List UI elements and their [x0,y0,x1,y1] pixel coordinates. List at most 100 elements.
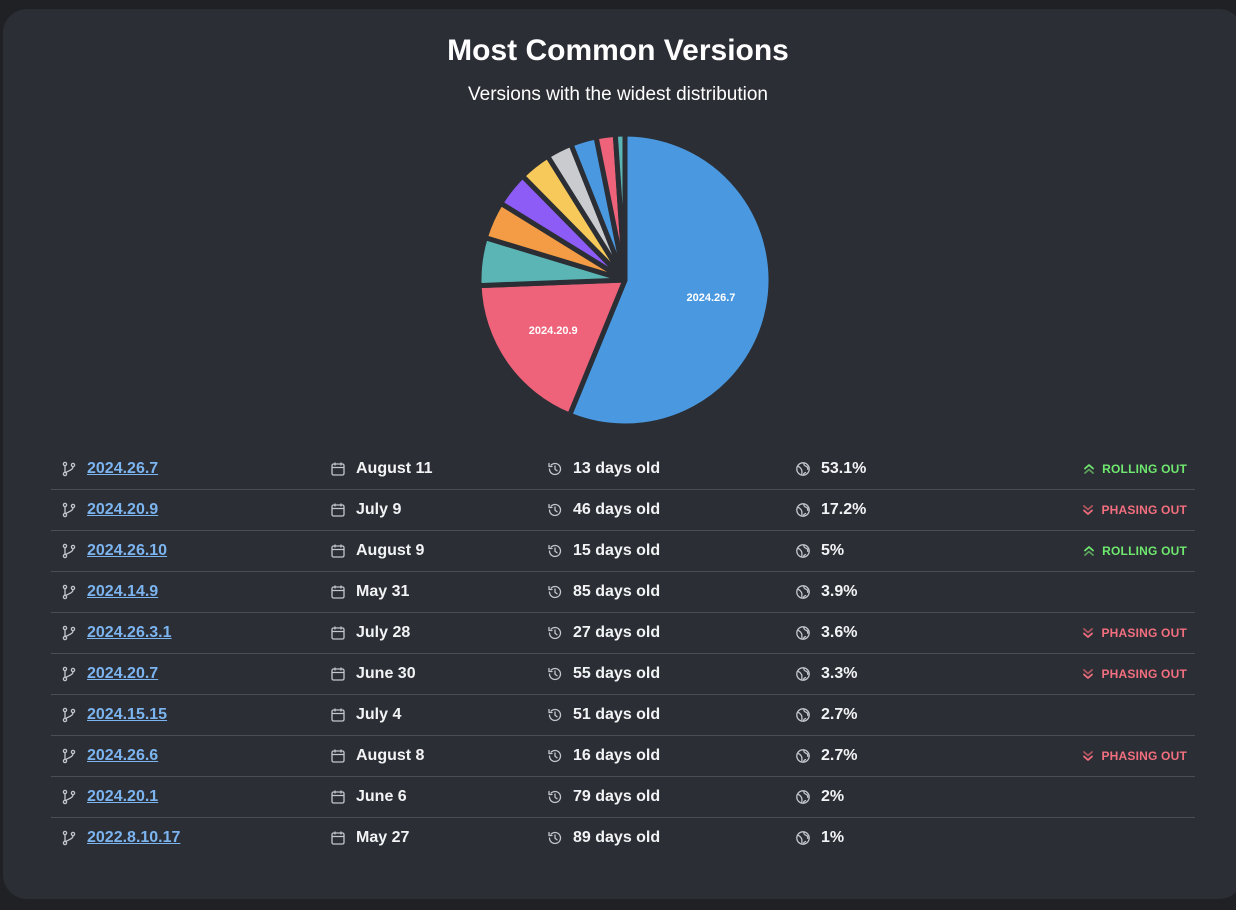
history-icon [547,543,563,559]
table-row: 2024.26.10 August 9 15 days old 5% ROLLI… [51,531,1195,572]
chevrons-down-icon [1081,667,1095,681]
table-row: 2024.20.9 July 9 46 days old 17.2% PHASI… [51,490,1195,531]
calendar-icon [330,461,346,477]
globe-icon [795,666,811,682]
pie-slice-2024-26-7[interactable] [567,131,774,429]
distribution-share: 1% [821,829,845,846]
version-age: 46 days old [573,501,661,518]
history-icon [547,789,563,805]
release-date: July 9 [356,501,402,518]
release-date: May 31 [356,583,410,600]
git-branch-icon [61,666,77,682]
versions-table: 2024.26.7 August 11 13 days old 53.1% RO… [51,449,1195,858]
release-date: May 27 [356,829,410,846]
status-label: PHASING OUT [1101,626,1187,640]
history-icon [547,461,563,477]
version-distribution-pie-chart: 2024.26.7 2024.20.9 [476,131,774,429]
table-row: 2024.15.15 July 4 51 days old 2.7% [51,695,1195,736]
chevrons-up-icon [1082,462,1096,476]
release-date: July 28 [356,624,411,641]
version-link[interactable]: 2024.14.9 [87,583,159,600]
globe-icon [795,789,811,805]
table-row: 2024.20.1 June 6 79 days old 2% [51,777,1195,818]
version-age: 51 days old [573,706,661,723]
git-branch-icon [61,789,77,805]
version-link[interactable]: 2024.20.7 [87,665,159,682]
chevrons-up-icon [1082,544,1096,558]
calendar-icon [330,830,346,846]
history-icon [547,625,563,641]
version-link[interactable]: 2024.20.1 [87,788,159,805]
globe-icon [795,748,811,764]
globe-icon [795,584,811,600]
version-link[interactable]: 2024.26.3.1 [87,624,172,641]
pie-slice-2024-20-9[interactable] [476,277,628,418]
status-badge: PHASING OUT [1081,736,1187,776]
table-row: 2024.26.3.1 July 28 27 days old 3.6% PHA… [51,613,1195,654]
git-branch-icon [61,461,77,477]
distribution-share: 3.3% [821,665,858,682]
git-branch-icon [61,543,77,559]
status-badge: PHASING OUT [1081,613,1187,653]
calendar-icon [330,584,346,600]
git-branch-icon [61,748,77,764]
status-label: ROLLING OUT [1102,544,1187,558]
table-row: 2024.26.7 August 11 13 days old 53.1% RO… [51,449,1195,490]
page-subtitle: Versions with the widest distribution [468,84,768,105]
version-age: 13 days old [573,460,661,477]
distribution-share: 17.2% [821,501,867,518]
distribution-share: 53.1% [821,460,867,477]
version-age: 27 days old [573,624,661,641]
status-badge: PHASING OUT [1081,654,1187,694]
version-link[interactable]: 2024.26.7 [87,460,159,477]
calendar-icon [330,625,346,641]
distribution-share: 5% [821,542,845,559]
git-branch-icon [61,707,77,723]
version-link[interactable]: 2024.15.15 [87,706,168,723]
version-link[interactable]: 2024.26.6 [87,747,159,764]
history-icon [547,748,563,764]
globe-icon [795,830,811,846]
calendar-icon [330,707,346,723]
status-label: ROLLING OUT [1102,462,1187,476]
globe-icon [795,543,811,559]
version-age: 15 days old [573,542,661,559]
history-icon [547,502,563,518]
chevrons-down-icon [1081,503,1095,517]
history-icon [547,830,563,846]
globe-icon [795,707,811,723]
status-badge: PHASING OUT [1081,490,1187,530]
distribution-share: 2.7% [821,706,858,723]
status-badge: ROLLING OUT [1082,531,1187,571]
version-link[interactable]: 2022.8.10.17 [87,829,181,846]
version-age: 16 days old [573,747,661,764]
calendar-icon [330,502,346,518]
chevrons-down-icon [1081,626,1095,640]
git-branch-icon [61,830,77,846]
table-row: 2024.14.9 May 31 85 days old 3.9% [51,572,1195,613]
table-row: 2024.20.7 June 30 55 days old 3.3% PHASI… [51,654,1195,695]
status-label: PHASING OUT [1101,749,1187,763]
status-label: PHASING OUT [1101,667,1187,681]
version-link[interactable]: 2024.26.10 [87,542,168,559]
version-link[interactable]: 2024.20.9 [87,501,159,518]
status-label: PHASING OUT [1101,503,1187,517]
calendar-icon [330,666,346,682]
release-date: August 11 [356,460,433,477]
calendar-icon [330,789,346,805]
version-age: 79 days old [573,788,661,805]
git-branch-icon [61,584,77,600]
history-icon [547,707,563,723]
calendar-icon [330,543,346,559]
pie-slice-2022-8-10-17[interactable] [612,131,628,283]
release-date: June 30 [356,665,416,682]
release-date: July 4 [356,706,402,723]
page-title: Most Common Versions [447,34,789,67]
version-age: 55 days old [573,665,661,682]
version-age: 89 days old [573,829,661,846]
history-icon [547,666,563,682]
globe-icon [795,502,811,518]
git-branch-icon [61,502,77,518]
release-date: June 6 [356,788,407,805]
version-age: 85 days old [573,583,661,600]
